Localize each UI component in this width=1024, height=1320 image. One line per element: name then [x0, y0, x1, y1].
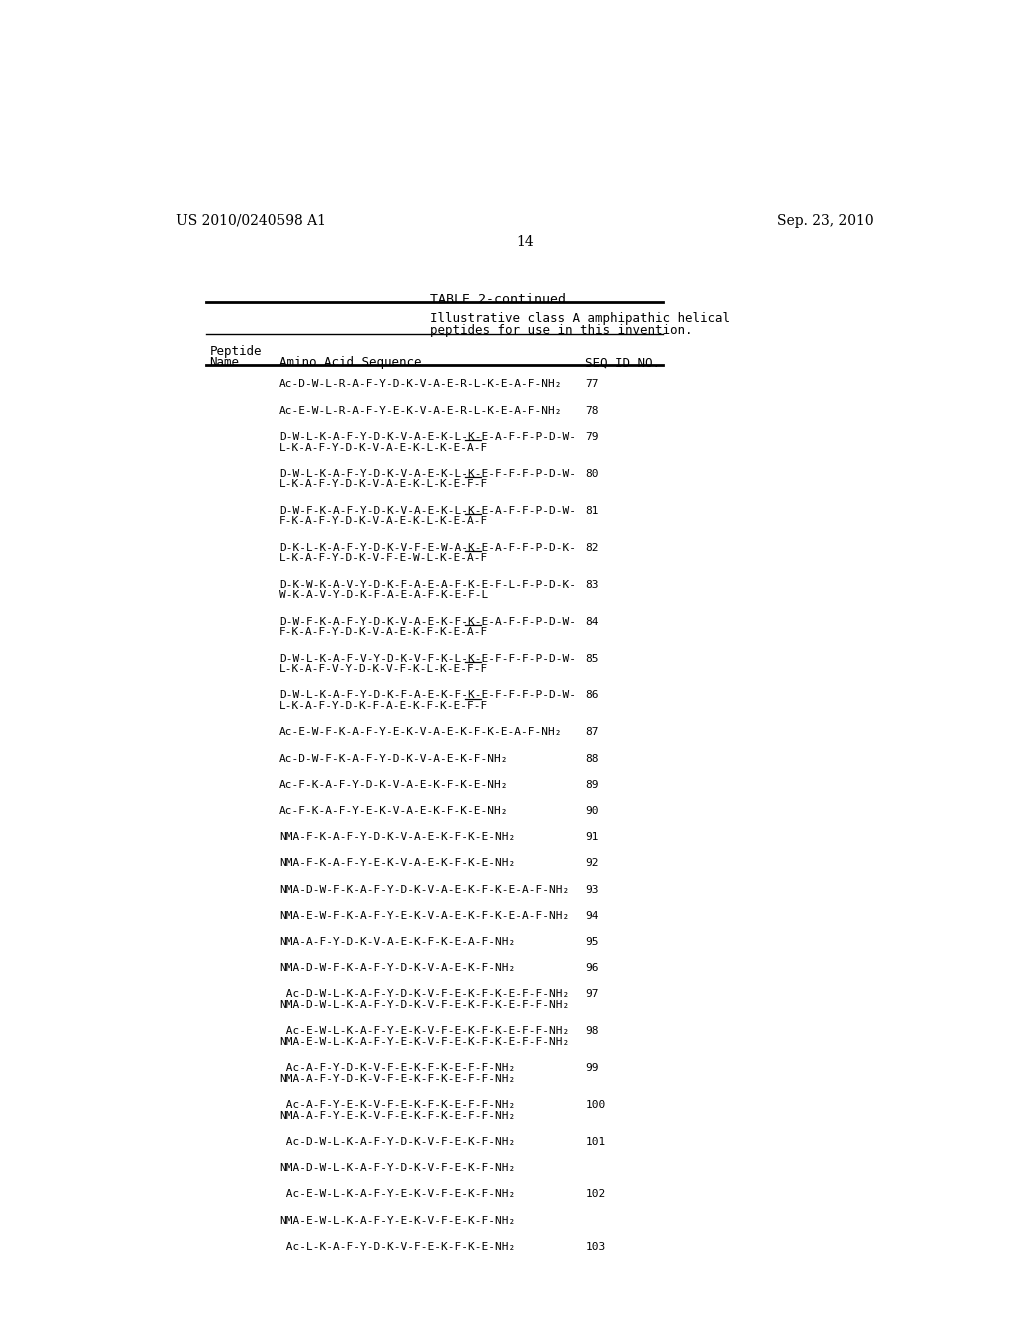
Text: NMA-A-F-Y-E-K-V-F-E-K-F-K-E-F-F-NH₂: NMA-A-F-Y-E-K-V-F-E-K-F-K-E-F-F-NH₂: [280, 1111, 515, 1121]
Text: D-W-F-K-A-F-Y-D-K-V-A-E-K-F-K-E-A-F-F-P-D-W-: D-W-F-K-A-F-Y-D-K-V-A-E-K-F-K-E-A-F-F-P-…: [280, 616, 577, 627]
Text: 14: 14: [516, 235, 534, 249]
Text: 90: 90: [586, 807, 599, 816]
Text: 81: 81: [586, 506, 599, 516]
Text: Amino Acid Sequence: Amino Acid Sequence: [280, 356, 422, 370]
Text: 82: 82: [586, 543, 599, 553]
Text: W-K-A-V-Y-D-K-F-A-E-A-F-K-E-F-L: W-K-A-V-Y-D-K-F-A-E-A-F-K-E-F-L: [280, 590, 488, 601]
Text: NMA-E-W-L-K-A-F-Y-E-K-V-F-E-K-F-NH₂: NMA-E-W-L-K-A-F-Y-E-K-V-F-E-K-F-NH₂: [280, 1216, 515, 1225]
Text: D-W-L-K-A-F-Y-D-K-V-A-E-K-L-K-E-F-F-F-P-D-W-: D-W-L-K-A-F-Y-D-K-V-A-E-K-L-K-E-F-F-F-P-…: [280, 469, 577, 479]
Text: 94: 94: [586, 911, 599, 920]
Text: peptides for use in this invention.: peptides for use in this invention.: [430, 323, 693, 337]
Text: D-K-W-K-A-V-Y-D-K-F-A-E-A-F-K-E-F-L-F-P-D-K-: D-K-W-K-A-V-Y-D-K-F-A-E-A-F-K-E-F-L-F-P-…: [280, 579, 577, 590]
Text: L-K-A-F-Y-D-K-V-F-E-W-L-K-E-A-F: L-K-A-F-Y-D-K-V-F-E-W-L-K-E-A-F: [280, 553, 488, 564]
Text: Ac-F-K-A-F-Y-E-K-V-A-E-K-F-K-E-NH₂: Ac-F-K-A-F-Y-E-K-V-A-E-K-F-K-E-NH₂: [280, 807, 509, 816]
Text: 84: 84: [586, 616, 599, 627]
Text: 99: 99: [586, 1063, 599, 1073]
Text: 79: 79: [586, 432, 599, 442]
Text: Ac-E-W-L-K-A-F-Y-E-K-V-F-E-K-F-K-E-F-F-NH₂: Ac-E-W-L-K-A-F-Y-E-K-V-F-E-K-F-K-E-F-F-N…: [280, 1026, 569, 1036]
Text: SEQ ID NO.: SEQ ID NO.: [586, 356, 660, 370]
Text: 78: 78: [586, 405, 599, 416]
Text: Ac-E-W-F-K-A-F-Y-E-K-V-A-E-K-F-K-E-A-F-NH₂: Ac-E-W-F-K-A-F-Y-E-K-V-A-E-K-F-K-E-A-F-N…: [280, 727, 562, 738]
Text: L-K-A-F-Y-D-K-F-A-E-K-F-K-E-F-F: L-K-A-F-Y-D-K-F-A-E-K-F-K-E-F-F: [280, 701, 488, 711]
Text: NMA-E-W-F-K-A-F-Y-E-K-V-A-E-K-F-K-E-A-F-NH₂: NMA-E-W-F-K-A-F-Y-E-K-V-A-E-K-F-K-E-A-F-…: [280, 911, 569, 920]
Text: NMA-E-W-L-K-A-F-Y-E-K-V-F-E-K-F-K-E-F-F-NH₂: NMA-E-W-L-K-A-F-Y-E-K-V-F-E-K-F-K-E-F-F-…: [280, 1038, 569, 1047]
Text: L-K-A-F-Y-D-K-V-A-E-K-L-K-E-F-F: L-K-A-F-Y-D-K-V-A-E-K-L-K-E-F-F: [280, 479, 488, 490]
Text: Sep. 23, 2010: Sep. 23, 2010: [777, 214, 873, 228]
Text: 101: 101: [586, 1137, 605, 1147]
Text: Ac-D-W-F-K-A-F-Y-D-K-V-A-E-K-F-NH₂: Ac-D-W-F-K-A-F-Y-D-K-V-A-E-K-F-NH₂: [280, 754, 509, 763]
Text: 102: 102: [586, 1189, 605, 1200]
Text: Ac-E-W-L-K-A-F-Y-E-K-V-F-E-K-F-NH₂: Ac-E-W-L-K-A-F-Y-E-K-V-F-E-K-F-NH₂: [280, 1189, 515, 1200]
Text: Name: Name: [209, 356, 240, 370]
Text: 96: 96: [586, 964, 599, 973]
Text: Ac-A-F-Y-D-K-V-F-E-K-F-K-E-F-F-NH₂: Ac-A-F-Y-D-K-V-F-E-K-F-K-E-F-F-NH₂: [280, 1063, 515, 1073]
Text: NMA-D-W-F-K-A-F-Y-D-K-V-A-E-K-F-K-E-A-F-NH₂: NMA-D-W-F-K-A-F-Y-D-K-V-A-E-K-F-K-E-A-F-…: [280, 884, 569, 895]
Text: 98: 98: [586, 1026, 599, 1036]
Text: NMA-A-F-Y-D-K-V-F-E-K-F-K-E-F-F-NH₂: NMA-A-F-Y-D-K-V-F-E-K-F-K-E-F-F-NH₂: [280, 1074, 515, 1084]
Text: Ac-D-W-L-R-A-F-Y-D-K-V-A-E-R-L-K-E-A-F-NH₂: Ac-D-W-L-R-A-F-Y-D-K-V-A-E-R-L-K-E-A-F-N…: [280, 379, 562, 389]
Text: TABLE 2-continued: TABLE 2-continued: [430, 293, 566, 306]
Text: 95: 95: [586, 937, 599, 946]
Text: NMA-A-F-Y-D-K-V-A-E-K-F-K-E-A-F-NH₂: NMA-A-F-Y-D-K-V-A-E-K-F-K-E-A-F-NH₂: [280, 937, 515, 946]
Text: 97: 97: [586, 989, 599, 999]
Text: Ac-E-W-L-R-A-F-Y-E-K-V-A-E-R-L-K-E-A-F-NH₂: Ac-E-W-L-R-A-F-Y-E-K-V-A-E-R-L-K-E-A-F-N…: [280, 405, 562, 416]
Text: NMA-F-K-A-F-Y-D-K-V-A-E-K-F-K-E-NH₂: NMA-F-K-A-F-Y-D-K-V-A-E-K-F-K-E-NH₂: [280, 832, 515, 842]
Text: 80: 80: [586, 469, 599, 479]
Text: 103: 103: [586, 1242, 605, 1251]
Text: 88: 88: [586, 754, 599, 763]
Text: L-K-A-F-V-Y-D-K-V-F-K-L-K-E-F-F: L-K-A-F-V-Y-D-K-V-F-K-L-K-E-F-F: [280, 664, 488, 675]
Text: D-W-L-K-A-F-Y-D-K-V-A-E-K-L-K-E-A-F-F-P-D-W-: D-W-L-K-A-F-Y-D-K-V-A-E-K-L-K-E-A-F-F-P-…: [280, 432, 577, 442]
Text: Ac-F-K-A-F-Y-D-K-V-A-E-K-F-K-E-NH₂: Ac-F-K-A-F-Y-D-K-V-A-E-K-F-K-E-NH₂: [280, 780, 509, 789]
Text: 92: 92: [586, 858, 599, 869]
Text: D-W-F-K-A-F-Y-D-K-V-A-E-K-L-K-E-A-F-F-P-D-W-: D-W-F-K-A-F-Y-D-K-V-A-E-K-L-K-E-A-F-F-P-…: [280, 506, 577, 516]
Text: F-K-A-F-Y-D-K-V-A-E-K-F-K-E-A-F: F-K-A-F-Y-D-K-V-A-E-K-F-K-E-A-F: [280, 627, 488, 638]
Text: Ac-D-W-L-K-A-F-Y-D-K-V-F-E-K-F-K-E-F-F-NH₂: Ac-D-W-L-K-A-F-Y-D-K-V-F-E-K-F-K-E-F-F-N…: [280, 989, 569, 999]
Text: Illustrative class A amphipathic helical: Illustrative class A amphipathic helical: [430, 313, 730, 326]
Text: 100: 100: [586, 1100, 605, 1110]
Text: US 2010/0240598 A1: US 2010/0240598 A1: [176, 214, 326, 228]
Text: 89: 89: [586, 780, 599, 789]
Text: NMA-D-W-F-K-A-F-Y-D-K-V-A-E-K-F-NH₂: NMA-D-W-F-K-A-F-Y-D-K-V-A-E-K-F-NH₂: [280, 964, 515, 973]
Text: F-K-A-F-Y-D-K-V-A-E-K-L-K-E-A-F: F-K-A-F-Y-D-K-V-A-E-K-L-K-E-A-F: [280, 516, 488, 527]
Text: D-K-L-K-A-F-Y-D-K-V-F-E-W-A-K-E-A-F-F-P-D-K-: D-K-L-K-A-F-Y-D-K-V-F-E-W-A-K-E-A-F-F-P-…: [280, 543, 577, 553]
Text: D-W-L-K-A-F-Y-D-K-F-A-E-K-F-K-E-F-F-F-P-D-W-: D-W-L-K-A-F-Y-D-K-F-A-E-K-F-K-E-F-F-F-P-…: [280, 690, 577, 701]
Text: 83: 83: [586, 579, 599, 590]
Text: 91: 91: [586, 832, 599, 842]
Text: D-W-L-K-A-F-V-Y-D-K-V-F-K-L-K-E-F-F-F-P-D-W-: D-W-L-K-A-F-V-Y-D-K-V-F-K-L-K-E-F-F-F-P-…: [280, 653, 577, 664]
Text: 93: 93: [586, 884, 599, 895]
Text: 77: 77: [586, 379, 599, 389]
Text: 85: 85: [586, 653, 599, 664]
Text: L-K-A-F-Y-D-K-V-A-E-K-L-K-E-A-F: L-K-A-F-Y-D-K-V-A-E-K-L-K-E-A-F: [280, 442, 488, 453]
Text: NMA-F-K-A-F-Y-E-K-V-A-E-K-F-K-E-NH₂: NMA-F-K-A-F-Y-E-K-V-A-E-K-F-K-E-NH₂: [280, 858, 515, 869]
Text: Ac-D-W-L-K-A-F-Y-D-K-V-F-E-K-F-NH₂: Ac-D-W-L-K-A-F-Y-D-K-V-F-E-K-F-NH₂: [280, 1137, 515, 1147]
Text: Ac-L-K-A-F-Y-D-K-V-F-E-K-F-K-E-NH₂: Ac-L-K-A-F-Y-D-K-V-F-E-K-F-K-E-NH₂: [280, 1242, 515, 1251]
Text: Ac-A-F-Y-E-K-V-F-E-K-F-K-E-F-F-NH₂: Ac-A-F-Y-E-K-V-F-E-K-F-K-E-F-F-NH₂: [280, 1100, 515, 1110]
Text: NMA-D-W-L-K-A-F-Y-D-K-V-F-E-K-F-NH₂: NMA-D-W-L-K-A-F-Y-D-K-V-F-E-K-F-NH₂: [280, 1163, 515, 1173]
Text: Peptide: Peptide: [209, 345, 262, 358]
Text: NMA-D-W-L-K-A-F-Y-D-K-V-F-E-K-F-K-E-F-F-NH₂: NMA-D-W-L-K-A-F-Y-D-K-V-F-E-K-F-K-E-F-F-…: [280, 1001, 569, 1010]
Text: 87: 87: [586, 727, 599, 738]
Text: 86: 86: [586, 690, 599, 701]
